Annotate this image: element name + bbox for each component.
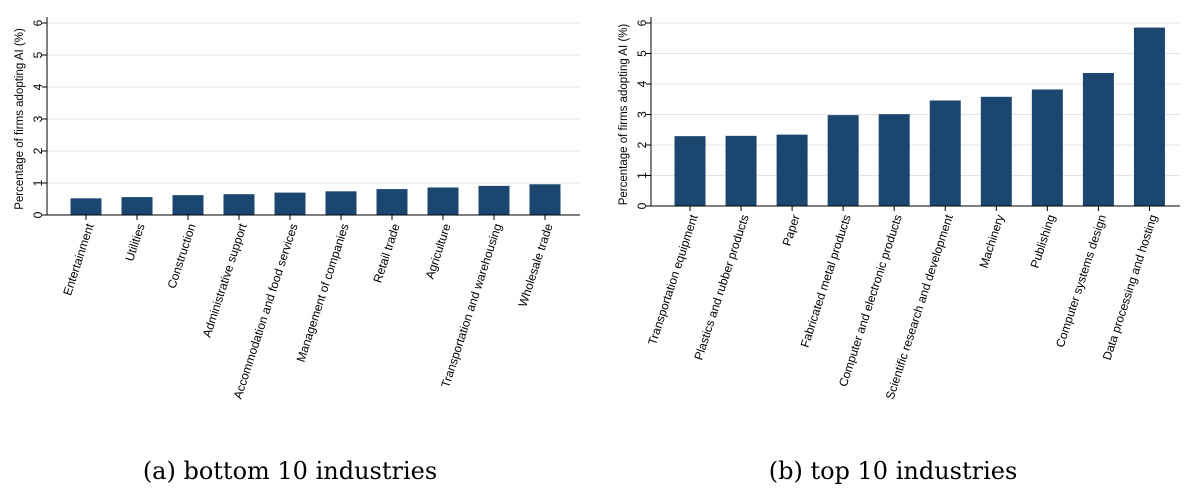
x-tick-label: Entertainment	[60, 221, 97, 297]
x-tick-label: Fabricated metal products	[798, 213, 854, 349]
y-tick-label: 5	[635, 50, 649, 57]
x-tick-label: Publishing	[1028, 213, 1058, 270]
x-tick-label: Transportation equipment	[645, 212, 701, 347]
y-tick-label: 1	[31, 179, 45, 186]
y-tick-label: 0	[31, 211, 45, 218]
bar-3	[776, 134, 808, 206]
bar-7	[376, 189, 408, 215]
bar-2	[725, 135, 757, 206]
y-tick-label: 2	[31, 147, 45, 154]
y-axis-label: Percentage of firms adopting AI (%)	[618, 24, 630, 206]
bar-10	[529, 184, 561, 215]
bar-8	[1031, 89, 1063, 206]
bar-7	[980, 96, 1012, 206]
x-tick-label: Construction	[165, 222, 199, 290]
bar-10	[1133, 27, 1165, 207]
x-tick-label: Paper	[780, 213, 803, 248]
y-axis-label: Percentage of firms adopting AI (%)	[14, 28, 26, 210]
y-tick-label: 2	[635, 141, 649, 148]
x-tick-label: Agriculture	[423, 222, 454, 281]
bar-9	[478, 185, 510, 215]
y-tick-label: 3	[635, 111, 649, 118]
y-tick-label: 0	[635, 202, 649, 209]
bar-3	[172, 195, 204, 215]
bar-4	[223, 194, 255, 215]
x-tick-label: Retail trade	[370, 222, 402, 285]
bar-5	[878, 114, 910, 206]
panel-caption: (b) top 10 industries	[769, 457, 1018, 485]
bar-6	[325, 191, 357, 215]
bar-4	[827, 115, 859, 206]
bar-6	[929, 100, 961, 206]
y-tick-label: 4	[635, 80, 649, 87]
y-tick-label: 1	[635, 172, 649, 179]
panel-bottom-10-industries: 0 1 2 3 4 5 6 Entertainment Utilities Constructio…	[14, 17, 580, 485]
bar-1	[674, 136, 706, 206]
x-tick-label: Plastics and rubber products	[691, 213, 751, 362]
bar-2	[121, 197, 153, 215]
x-tick-label: Computer systems design	[1053, 213, 1109, 349]
bar-8	[427, 187, 459, 215]
y-tick-label: 4	[31, 83, 45, 90]
x-tick-label: Machinery	[977, 213, 1007, 270]
bar-5	[274, 192, 306, 215]
x-tick-label: Utilities	[122, 222, 147, 263]
panel-top-10-industries: 0 1 2 3 4 5 6 Transportation equipmentPlastics …	[618, 17, 1180, 485]
y-tick-label: 3	[31, 115, 45, 122]
x-tick-label: Wholesale trade	[516, 222, 556, 309]
panel-caption: (a) bottom 10 industries	[143, 457, 437, 485]
x-tick-label: Management of companies	[294, 222, 352, 364]
y-tick-label: 5	[31, 51, 45, 58]
y-tick-label: 6	[31, 19, 45, 26]
bar-1	[70, 198, 102, 215]
x-tick-label: Administrative support	[200, 221, 250, 339]
y-tick-label: 6	[635, 19, 649, 26]
x-tick-label: Transportation and warehousing	[438, 222, 504, 390]
bar-9	[1082, 73, 1114, 207]
x-tick-label: Data processing and hosting	[1100, 213, 1160, 362]
